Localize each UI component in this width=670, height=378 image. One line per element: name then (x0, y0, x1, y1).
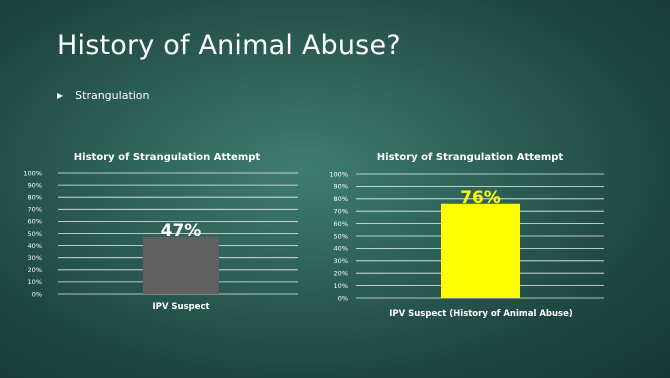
chart1-tick-label: 40% (28, 242, 42, 250)
chart2-tick-label: 30% (334, 257, 348, 265)
chart2-tick-label: 60% (334, 220, 348, 228)
chart1-tick-label: 70% (28, 206, 42, 214)
chart2-tick-label: 80% (334, 195, 348, 203)
chart2-tick-label: 90% (334, 183, 348, 191)
chart2-tick-label: 10% (334, 282, 348, 290)
chart2-tick-label: 50% (334, 232, 348, 240)
chart1-tick-label: 90% (28, 181, 42, 189)
chart2-tick-label: 0% (338, 294, 348, 302)
chart2-title: History of Strangulation Attempt (377, 152, 564, 163)
chart2-tick-label: 40% (334, 245, 348, 253)
bullet-item: ▶ Strangulation (57, 89, 150, 102)
chart2-category-label: IPV Suspect (History of Animal Abuse) (389, 309, 573, 319)
chart1-tick-label: 50% (28, 230, 42, 238)
chart2-tick-label: 20% (334, 270, 348, 278)
chart1-tick-label: 30% (28, 254, 42, 262)
chart1-bar (143, 237, 219, 294)
chart1-title: History of Strangulation Attempt (74, 152, 261, 163)
chart1-tick-label: 60% (28, 218, 42, 226)
chart1-data-label: 47% (161, 221, 202, 241)
chart1-tick-label: 100% (23, 169, 42, 177)
chart1-category-label: IPV Suspect (152, 302, 209, 312)
chart2-tick-label: 100% (329, 170, 348, 178)
chart1-tick-label: 80% (28, 194, 42, 202)
chart1-tick-label: 20% (28, 266, 42, 274)
bullet-text: Strangulation (75, 89, 150, 102)
chart1-tick-label: 10% (28, 278, 42, 286)
chart1-tick-label: 0% (32, 290, 42, 298)
triangle-bullet-icon: ▶ (57, 91, 64, 100)
slide-title: History of Animal Abuse? (57, 30, 401, 61)
chart2-data-label: 76% (460, 188, 501, 208)
chart2-bar (441, 203, 520, 298)
chart2-tick-label: 70% (334, 208, 348, 216)
